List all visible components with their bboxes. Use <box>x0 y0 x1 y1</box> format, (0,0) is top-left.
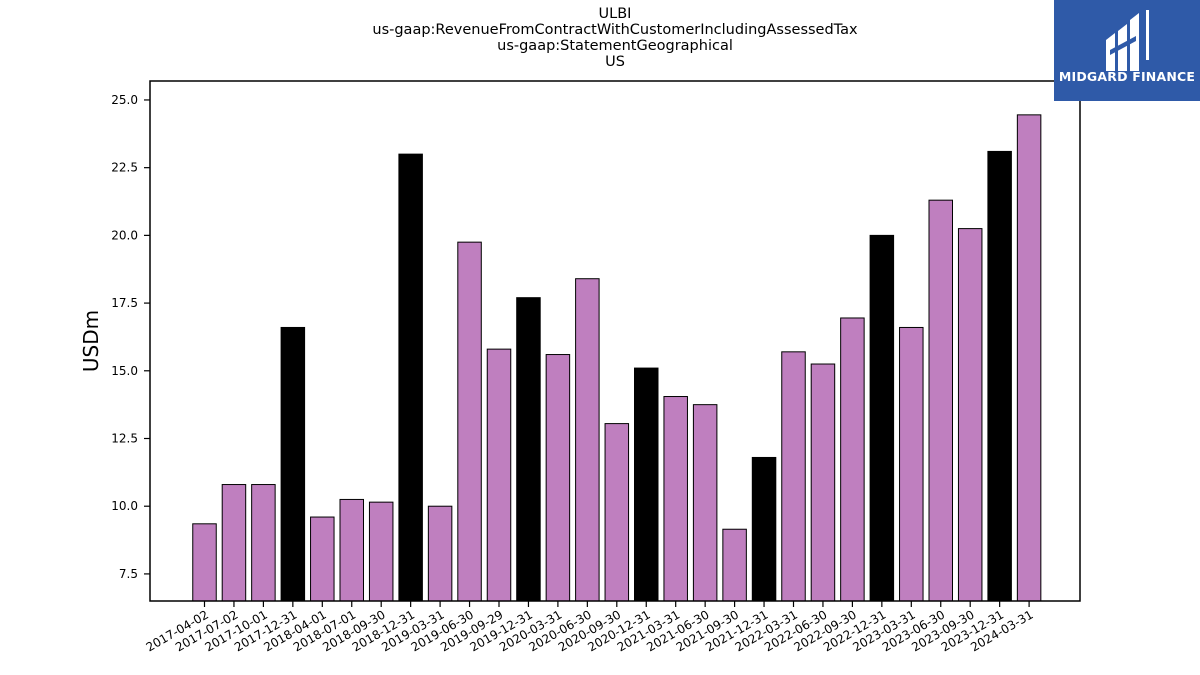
bar-2019-03-31 <box>427 505 453 602</box>
bar-2022-12-31 <box>869 234 895 602</box>
bar-2022-09-30 <box>840 317 865 602</box>
plot-frame <box>149 80 1081 602</box>
bar-2019-12-31 <box>516 297 541 602</box>
midgard-finance-logo: MIDGARD FINANCE <box>1054 0 1200 101</box>
x-axis: 2017-04-022017-07-022017-10-012017-12-31… <box>144 601 1036 654</box>
bar-2023-03-31 <box>899 326 924 602</box>
bar-2020-06-30 <box>575 278 600 602</box>
y-tick-label: 12.5 <box>111 432 138 446</box>
bar-2017-07-02 <box>221 484 247 602</box>
bars-group <box>192 114 1042 602</box>
bar-2018-12-31 <box>398 153 423 602</box>
y-axis: 7.5 10.0 12.5 15.0 17.5 20.0 22.5 25.0 <box>111 93 150 581</box>
bar-2023-09-30 <box>957 228 983 602</box>
bar-2023-06-30 <box>928 199 953 602</box>
bar-2021-03-31 <box>663 396 688 602</box>
bar-2020-03-31 <box>545 354 571 602</box>
bar-2024-03-31 <box>1016 114 1042 602</box>
chart-title-line-4: US <box>605 54 625 70</box>
bar-2021-06-30 <box>692 404 718 602</box>
y-tick-label: 17.5 <box>111 296 138 310</box>
chart-title: ULBI us-gaap:RevenueFromContractWithCust… <box>150 6 1080 70</box>
bar-2019-09-29 <box>486 348 512 602</box>
logo-text: MIDGARD FINANCE <box>1058 69 1196 84</box>
bar-2021-12-31 <box>751 456 777 602</box>
bar-2020-09-30 <box>604 423 630 602</box>
bar-2020-12-31 <box>634 367 659 602</box>
y-tick-label: 10.0 <box>111 499 138 513</box>
bar-2021-09-30 <box>722 528 747 602</box>
chart-title-line-2: us-gaap:RevenueFromContractWithCustomerI… <box>372 22 858 38</box>
logo-mark-icon <box>1054 0 1200 101</box>
bar-2018-07-01 <box>339 498 364 602</box>
bar-2017-10-01 <box>251 484 276 602</box>
bar-2019-06-30 <box>457 241 482 602</box>
bar-2017-04-02 <box>192 523 217 602</box>
y-tick-label: 25.0 <box>111 93 138 107</box>
chart-title-line-3: us-gaap:StatementGeographical <box>497 38 733 54</box>
y-tick-label: 7.5 <box>119 567 138 581</box>
bar-2017-12-31 <box>280 326 306 602</box>
bar-2023-12-31 <box>987 150 1012 602</box>
bar-2018-09-30 <box>368 501 394 602</box>
bar-2022-06-30 <box>810 363 836 602</box>
y-axis-label: USDm <box>79 310 103 372</box>
y-tick-label: 22.5 <box>111 161 138 175</box>
y-tick-label: 15.0 <box>111 364 138 378</box>
bar-2022-03-31 <box>781 351 806 602</box>
chart-title-line-1: ULBI <box>598 6 632 22</box>
y-tick-label: 20.0 <box>111 228 138 242</box>
bar-2018-04-01 <box>310 516 335 602</box>
